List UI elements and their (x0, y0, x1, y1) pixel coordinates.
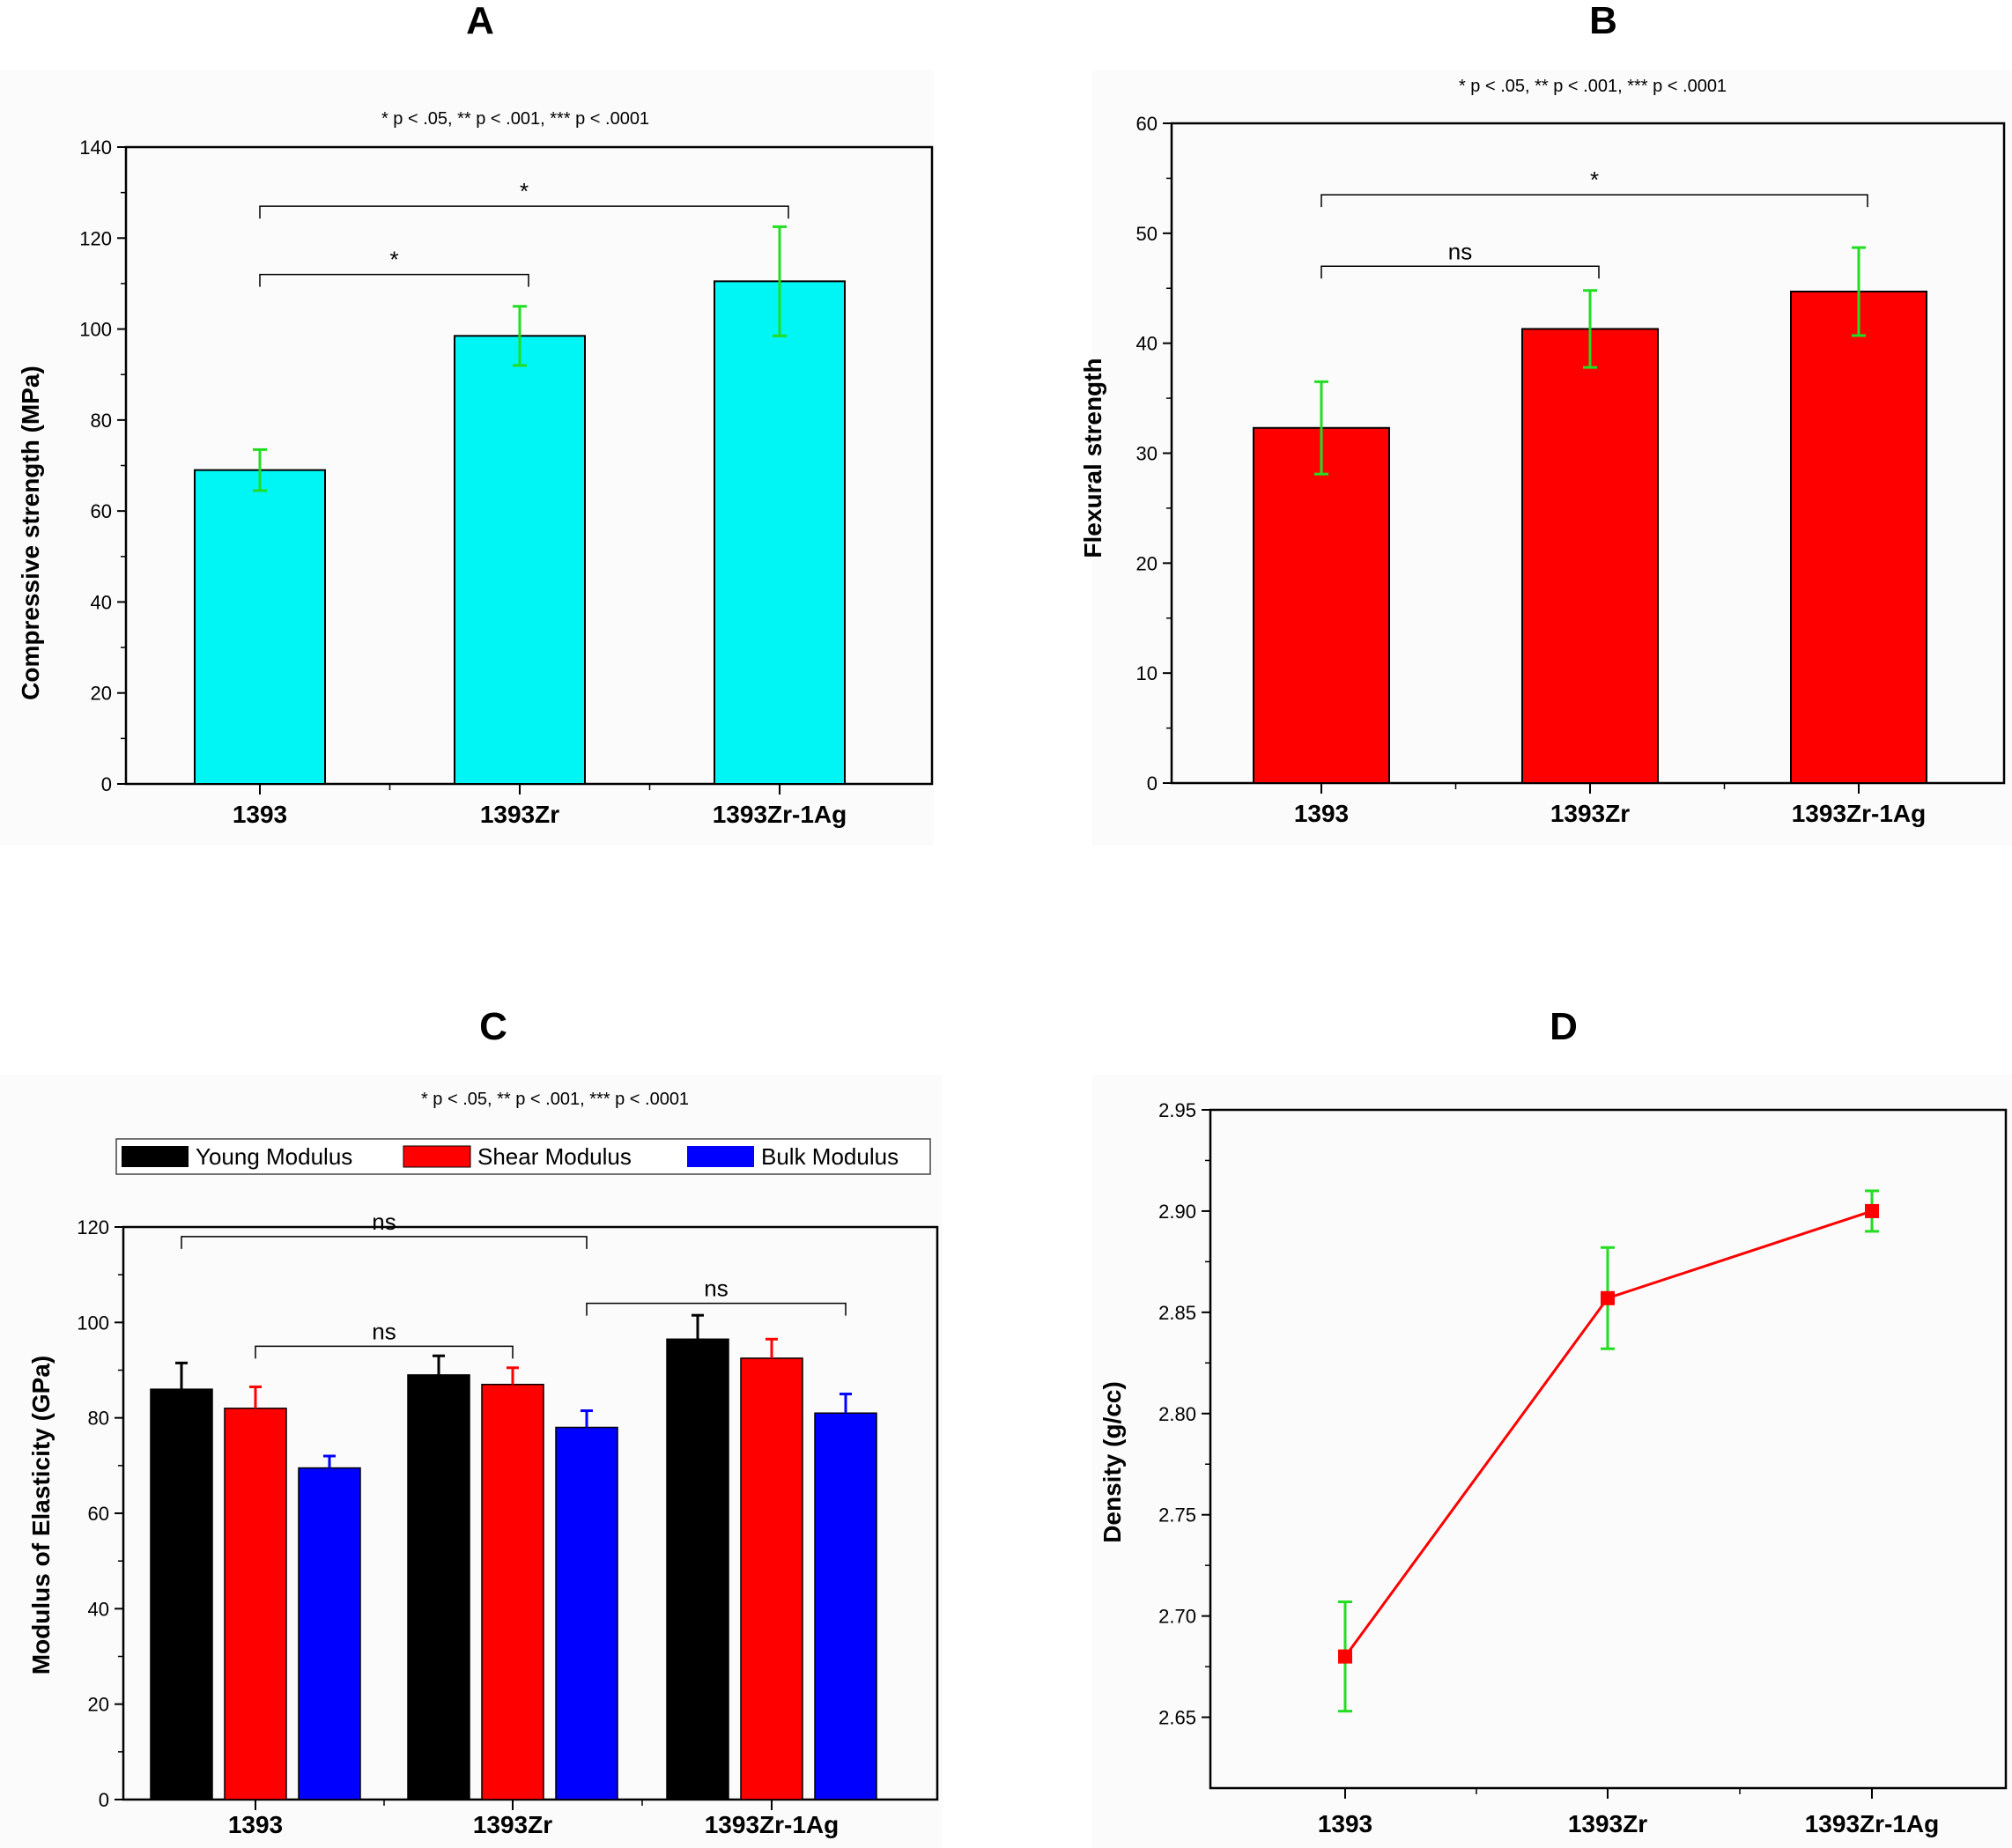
y-tick-label: 60 (1136, 113, 1158, 135)
panel-b-chart: 0 10 20 30 40 50 60 1393 1393Zr 1393Zr-1Ag ns * (1136, 113, 2006, 827)
significance-label: * (389, 247, 398, 273)
y-tick-label: 40 (1136, 333, 1158, 355)
panel-a-chart: 0 20 40 60 80 100 120 140 1393 1393Zr 1393Zr-1Ag * * (79, 137, 934, 828)
data-point (1338, 1649, 1352, 1664)
y-tick-label: 0 (99, 1789, 109, 1811)
panel-c-chart: 0 20 40 60 80 100 120 1393 1393Zr 1393Zr-1Ag ns ns n… (77, 1209, 939, 1838)
y-tick-label: 120 (79, 227, 112, 249)
bar (298, 1467, 361, 1800)
y-tick-label: 2.80 (1158, 1403, 1196, 1425)
x-category-label: 1393Zr-1Ag (713, 801, 847, 828)
bar (714, 280, 846, 785)
panel-letter-a: A (466, 0, 494, 42)
y-tick-label: 0 (101, 773, 112, 795)
bar (1790, 290, 1927, 784)
panel-letter-d: D (1550, 1005, 1578, 1048)
x-category-label: 1393 (1294, 800, 1349, 827)
bar (1521, 328, 1659, 784)
y-tick-label: 20 (1136, 552, 1158, 574)
bar (1253, 426, 1390, 784)
y-tick-label: 100 (77, 1312, 109, 1334)
y-tick-label: 2.75 (1158, 1504, 1196, 1526)
bar (666, 1338, 729, 1800)
significance-label: ns (1448, 238, 1472, 264)
y-tick-label: 40 (88, 1598, 109, 1620)
y-tick-label: 30 (1136, 443, 1158, 465)
panel-letter-c: C (479, 1005, 507, 1048)
y-tick-label: 10 (1136, 662, 1158, 684)
significance-label: * (1590, 166, 1599, 193)
significance-label: * (520, 178, 529, 204)
x-category-label: 1393 (1318, 1810, 1372, 1837)
panel-d-chart: 2.65 2.70 2.75 2.80 2.85 2.90 2.95 1393 1393Zr 13… (1158, 1099, 2008, 1837)
bar (481, 1384, 544, 1800)
legend-frame (115, 1138, 931, 1175)
panel-b-y-axis-title: Flexural strength (1079, 358, 1106, 558)
panel-letter-b: B (1589, 0, 1617, 42)
legend-label-shear: Shear Modulus (477, 1143, 632, 1170)
significance-bracket (259, 273, 529, 287)
data-point (1865, 1203, 1879, 1218)
y-tick-label: 20 (88, 1694, 109, 1716)
bar (814, 1412, 877, 1800)
panel-b-subtitle: * p < .05, ** p < .001, *** p < .0001 (1459, 77, 1727, 96)
legend-swatch-bulk (687, 1146, 754, 1167)
panel-a-subtitle: * p < .05, ** p < .001, *** p < .0001 (381, 109, 649, 129)
x-category-label: 1393Zr (1550, 800, 1630, 827)
y-tick-label: 2.95 (1158, 1099, 1196, 1121)
panel-c-subtitle: * p < .05, ** p < .001, *** p < .0001 (421, 1090, 689, 1109)
data-point (1601, 1290, 1615, 1305)
legend-label-bulk: Bulk Modulus (761, 1143, 899, 1170)
panel-a-y-axis-title: Compressive strength (MPa) (17, 366, 44, 700)
significance-label: ns (704, 1275, 728, 1302)
panel-c-legend: Young Modulus Shear Modulus Bulk Modulus (115, 1138, 931, 1175)
bar (740, 1357, 803, 1800)
x-category-label: 1393Zr (480, 801, 559, 828)
y-tick-label: 120 (77, 1216, 109, 1238)
x-category-label: 1393Zr-1Ag (705, 1811, 840, 1838)
y-tick-label: 80 (91, 410, 112, 432)
significance-bracket (1320, 265, 1600, 279)
y-tick-label: 0 (1147, 772, 1158, 795)
significance-bracket (259, 205, 789, 219)
bar (224, 1408, 287, 1800)
significance-label: ns (372, 1209, 396, 1235)
x-category-label: 1393Zr-1Ag (1792, 800, 1927, 827)
y-tick-label: 50 (1136, 223, 1158, 245)
bar (454, 335, 586, 785)
y-tick-label: 20 (91, 683, 112, 705)
y-tick-label: 40 (91, 591, 112, 613)
y-tick-label: 60 (91, 500, 112, 522)
panel-d-y-axis-title: Density (g/cc) (1098, 1381, 1126, 1543)
panel-c-y-axis-title: Modulus of Elasticity (GPa) (27, 1356, 55, 1674)
x-category-label: 1393Zr (1568, 1810, 1647, 1837)
significance-bracket (255, 1345, 514, 1359)
y-tick-label: 80 (88, 1408, 109, 1430)
x-category-label: 1393 (228, 1811, 283, 1838)
significance-label: ns (372, 1318, 396, 1344)
panel-d-background (1092, 1075, 2012, 1848)
x-category-label: 1393 (233, 801, 287, 828)
x-category-label: 1393Zr-1Ag (1805, 1810, 1940, 1837)
bar (150, 1388, 213, 1800)
legend-swatch-young (122, 1146, 189, 1167)
y-tick-label: 2.85 (1158, 1302, 1196, 1324)
bar (194, 469, 326, 786)
x-category-label: 1393Zr (473, 1811, 552, 1838)
legend-swatch-shear (403, 1145, 471, 1168)
bar (555, 1426, 618, 1800)
y-tick-label: 2.65 (1158, 1707, 1196, 1729)
bar (407, 1374, 470, 1800)
y-tick-label: 60 (88, 1503, 109, 1525)
y-tick-label: 100 (79, 319, 112, 341)
significance-bracket (1320, 194, 1868, 208)
significance-bracket (586, 1302, 847, 1316)
legend-label-young: Young Modulus (196, 1143, 352, 1170)
y-tick-label: 2.70 (1158, 1606, 1196, 1628)
y-tick-label: 140 (79, 137, 112, 159)
y-tick-label: 2.90 (1158, 1201, 1196, 1223)
significance-bracket (181, 1236, 588, 1249)
